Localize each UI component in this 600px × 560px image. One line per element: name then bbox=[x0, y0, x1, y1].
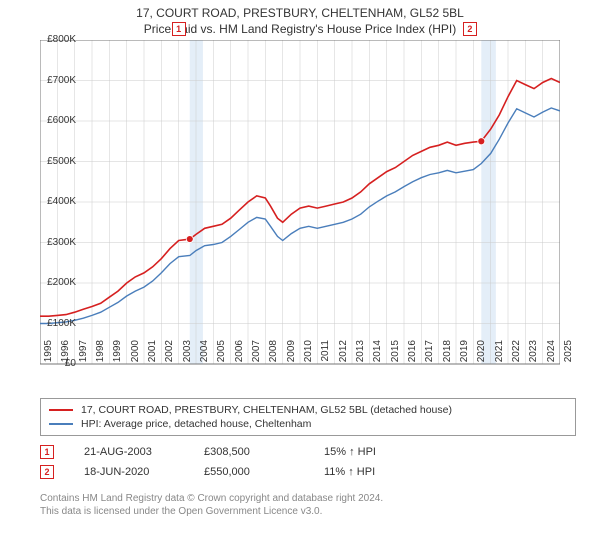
y-axis-label: £100K bbox=[26, 318, 76, 329]
x-axis-label: 1995 bbox=[43, 340, 54, 370]
y-axis-label: £400K bbox=[26, 196, 76, 207]
sale-marker-1: 1 bbox=[172, 22, 186, 36]
x-axis-label: 2016 bbox=[407, 340, 418, 370]
x-axis-label: 2020 bbox=[476, 340, 487, 370]
sale-date: 21-AUG-2003 bbox=[84, 446, 174, 458]
legend-swatch bbox=[49, 409, 73, 411]
x-axis-label: 2022 bbox=[511, 340, 522, 370]
sale-row: 1 21-AUG-2003 £308,500 15% ↑ HPI bbox=[40, 442, 576, 462]
x-axis-label: 2012 bbox=[338, 340, 349, 370]
chart-area: £0£100K£200K£300K£400K£500K£600K£700K£80… bbox=[40, 40, 600, 392]
footer-line-2: This data is licensed under the Open Gov… bbox=[40, 505, 576, 518]
x-axis-label: 2017 bbox=[424, 340, 435, 370]
page-subtitle: Price paid vs. HM Land Registry's House … bbox=[0, 20, 600, 40]
x-axis-label: 1999 bbox=[112, 340, 123, 370]
x-axis-label: 2011 bbox=[320, 340, 331, 370]
y-axis-label: £200K bbox=[26, 277, 76, 288]
y-axis-label: £700K bbox=[26, 75, 76, 86]
legend-row: HPI: Average price, detached house, Chel… bbox=[49, 417, 567, 431]
x-axis-label: 2024 bbox=[546, 340, 557, 370]
legend: 17, COURT ROAD, PRESTBURY, CHELTENHAM, G… bbox=[40, 398, 576, 436]
footer: Contains HM Land Registry data © Crown c… bbox=[40, 492, 576, 518]
x-axis-label: 2008 bbox=[268, 340, 279, 370]
x-axis-label: 2006 bbox=[234, 340, 245, 370]
x-axis-label: 2025 bbox=[563, 340, 574, 370]
legend-label: HPI: Average price, detached house, Chel… bbox=[81, 418, 311, 430]
x-axis-label: 2000 bbox=[130, 340, 141, 370]
x-axis-label: 2013 bbox=[355, 340, 366, 370]
x-axis-label: 2007 bbox=[251, 340, 262, 370]
sale-price: £550,000 bbox=[204, 466, 294, 478]
x-axis-label: 2023 bbox=[528, 340, 539, 370]
x-axis-label: 2003 bbox=[182, 340, 193, 370]
x-axis-label: 2018 bbox=[442, 340, 453, 370]
sale-delta: 11% ↑ HPI bbox=[324, 466, 414, 478]
x-axis-label: 1998 bbox=[95, 340, 106, 370]
sales-table: 1 21-AUG-2003 £308,500 15% ↑ HPI 2 18-JUN-202… bbox=[40, 442, 576, 482]
x-axis-label: 2010 bbox=[303, 340, 314, 370]
x-axis-label: 1996 bbox=[60, 340, 71, 370]
legend-swatch bbox=[49, 423, 73, 425]
x-axis-label: 2009 bbox=[286, 340, 297, 370]
y-axis-label: £600K bbox=[26, 115, 76, 126]
x-axis-label: 2021 bbox=[494, 340, 505, 370]
sale-row-marker: 2 bbox=[40, 465, 54, 479]
x-axis-label: 2002 bbox=[164, 340, 175, 370]
page-title: 17, COURT ROAD, PRESTBURY, CHELTENHAM, G… bbox=[0, 0, 600, 20]
x-axis-label: 2001 bbox=[147, 340, 158, 370]
legend-label: 17, COURT ROAD, PRESTBURY, CHELTENHAM, G… bbox=[81, 404, 452, 416]
y-axis-label: £500K bbox=[26, 156, 76, 167]
x-axis-label: 2015 bbox=[390, 340, 401, 370]
x-axis-label: 1997 bbox=[78, 340, 89, 370]
footer-line-1: Contains HM Land Registry data © Crown c… bbox=[40, 492, 576, 505]
y-axis-label: £800K bbox=[26, 34, 76, 45]
sale-price: £308,500 bbox=[204, 446, 294, 458]
sale-row-marker: 1 bbox=[40, 445, 54, 459]
x-axis-label: 2005 bbox=[216, 340, 227, 370]
legend-row: 17, COURT ROAD, PRESTBURY, CHELTENHAM, G… bbox=[49, 403, 567, 417]
x-axis-label: 2004 bbox=[199, 340, 210, 370]
sale-row: 2 18-JUN-2020 £550,000 11% ↑ HPI bbox=[40, 462, 576, 482]
sale-date: 18-JUN-2020 bbox=[84, 466, 174, 478]
sale-marker-2: 2 bbox=[463, 22, 477, 36]
x-axis-label: 2014 bbox=[372, 340, 383, 370]
y-axis-label: £300K bbox=[26, 237, 76, 248]
x-axis-label: 2019 bbox=[459, 340, 470, 370]
sale-delta: 15% ↑ HPI bbox=[324, 446, 414, 458]
